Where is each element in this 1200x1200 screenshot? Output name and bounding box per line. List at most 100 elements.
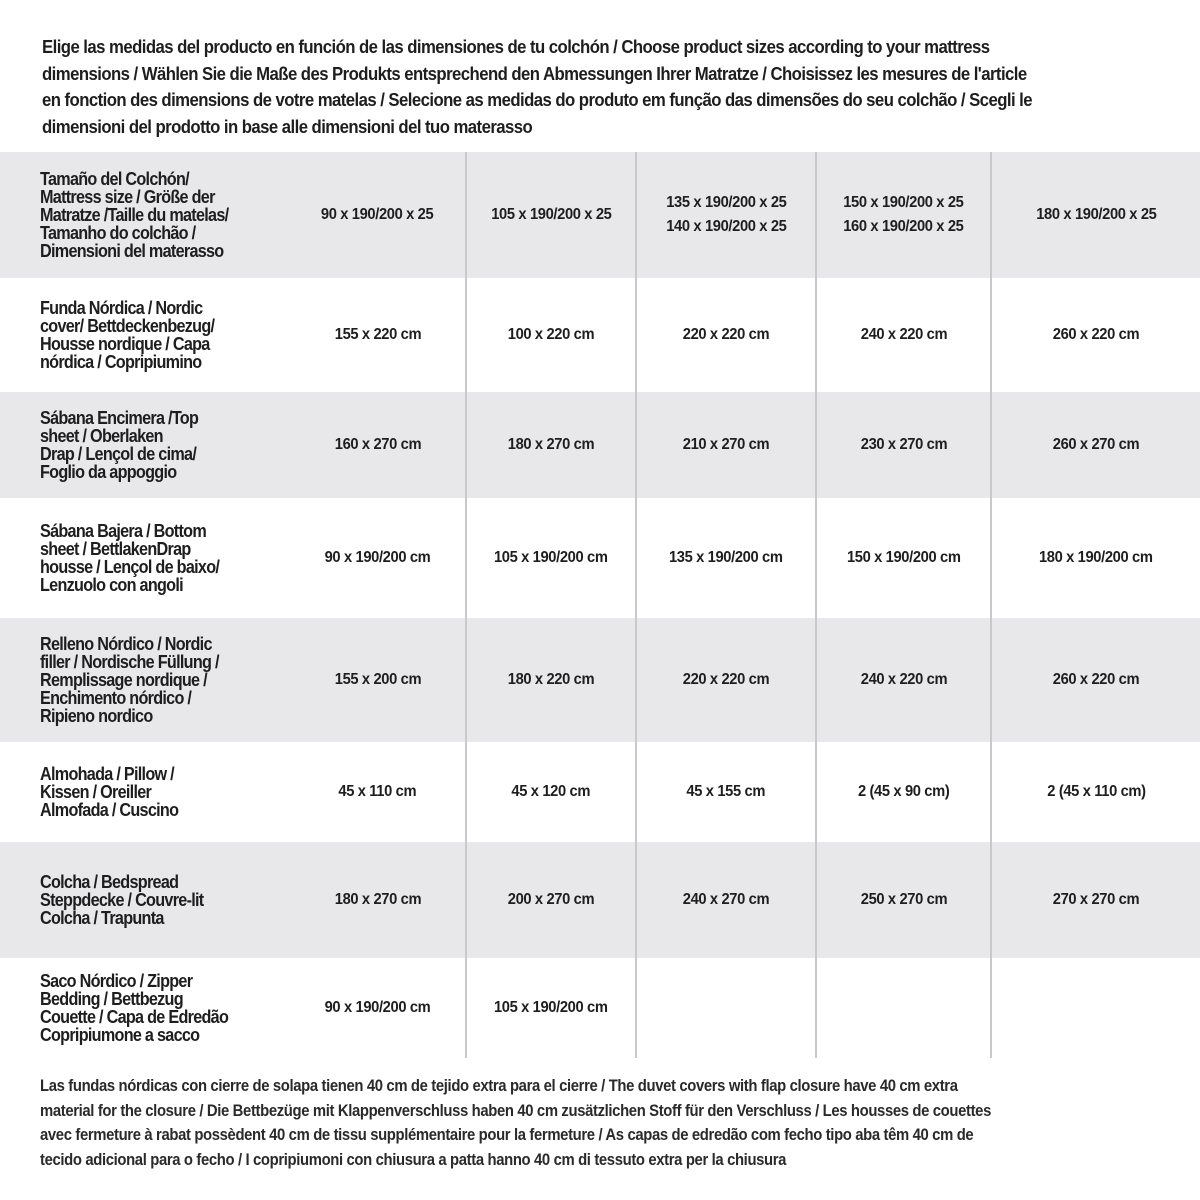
size-value: 2 (45 x 110 cm) bbox=[1046, 783, 1146, 800]
size-value: 155 x 220 cm bbox=[334, 326, 421, 343]
size-value: 260 x 220 cm bbox=[1052, 326, 1140, 343]
size-cell: 100 x 220 cm bbox=[465, 278, 636, 392]
size-cell: 260 x 220 cm bbox=[990, 618, 1200, 742]
size-value: 150 x 190/200 x 25 160 x 190/200 x 25 bbox=[843, 194, 964, 235]
table-row: Sábana Bajera / Bottom sheet / Bettlaken… bbox=[0, 498, 1200, 618]
size-value: 180 x 270 cm bbox=[334, 891, 421, 908]
size-cell: 250 x 270 cm bbox=[815, 842, 991, 958]
size-value: 135 x 190/200 cm bbox=[669, 549, 783, 566]
size-value: 210 x 270 cm bbox=[682, 436, 770, 453]
size-cell: 155 x 220 cm bbox=[290, 278, 466, 392]
size-value: 180 x 220 cm bbox=[507, 671, 595, 688]
row-label: Saco Nórdico / Zipper Bedding / Bettbezu… bbox=[0, 958, 290, 1058]
size-cell: 260 x 220 cm bbox=[990, 278, 1200, 392]
size-cell: 180 x 220 cm bbox=[465, 618, 636, 742]
size-value: 135 x 190/200 x 25 140 x 190/200 x 25 bbox=[665, 194, 787, 235]
size-cell: 260 x 270 cm bbox=[990, 392, 1200, 498]
row-label-text: Saco Nórdico / Zipper Bedding / Bettbezu… bbox=[40, 971, 229, 1045]
size-cell: 180 x 190/200 cm bbox=[990, 498, 1200, 618]
size-value: 260 x 220 cm bbox=[1052, 671, 1140, 688]
size-cell: 105 x 190/200 x 25 bbox=[465, 152, 636, 278]
row-label: Relleno Nórdico / Nordic filler / Nordis… bbox=[0, 618, 290, 742]
size-cell: 180 x 190/200 x 25 bbox=[990, 152, 1200, 278]
row-label-text: Relleno Nórdico / Nordic filler / Nordis… bbox=[40, 634, 219, 726]
size-cell: 230 x 270 cm bbox=[815, 392, 991, 498]
row-label: Tamaño del Colchón/ Mattress size / Größ… bbox=[0, 152, 290, 278]
table-row: Sábana Encimera /Top sheet / Oberlaken D… bbox=[0, 392, 1200, 498]
table-row: Saco Nórdico / Zipper Bedding / Bettbezu… bbox=[0, 958, 1200, 1058]
size-cell: 180 x 270 cm bbox=[465, 392, 636, 498]
intro-text: Elige las medidas del producto en funció… bbox=[42, 37, 1033, 137]
size-table: Tamaño del Colchón/ Mattress size / Größ… bbox=[0, 152, 1200, 1058]
size-cell bbox=[815, 958, 991, 1058]
size-value: 220 x 220 cm bbox=[682, 671, 770, 688]
size-cell: 90 x 190/200 cm bbox=[290, 498, 466, 618]
size-value: 240 x 220 cm bbox=[860, 671, 947, 688]
size-cell: 45 x 155 cm bbox=[635, 742, 816, 842]
size-cell: 210 x 270 cm bbox=[635, 392, 816, 498]
size-value: 160 x 270 cm bbox=[334, 436, 421, 453]
table-row: Funda Nórdica / Nordic cover/ Bettdecken… bbox=[0, 278, 1200, 392]
size-value: 100 x 220 cm bbox=[507, 326, 595, 343]
row-label: Funda Nórdica / Nordic cover/ Bettdecken… bbox=[0, 278, 290, 392]
table-row: Almohada / Pillow / Kissen / Oreiller Al… bbox=[0, 742, 1200, 842]
table-row: Colcha / Bedspread Steppdecke / Couvre-l… bbox=[0, 842, 1200, 958]
size-cell: 240 x 220 cm bbox=[815, 278, 991, 392]
row-label-text: Tamaño del Colchón/ Mattress size / Größ… bbox=[40, 169, 229, 261]
size-cell: 150 x 190/200 x 25 160 x 190/200 x 25 bbox=[815, 152, 991, 278]
size-cell bbox=[635, 958, 816, 1058]
row-label-text: Funda Nórdica / Nordic cover/ Bettdecken… bbox=[40, 298, 215, 372]
size-cell: 45 x 120 cm bbox=[465, 742, 636, 842]
row-label: Almohada / Pillow / Kissen / Oreiller Al… bbox=[0, 742, 290, 842]
row-label-text: Sábana Encimera /Top sheet / Oberlaken D… bbox=[40, 408, 199, 482]
size-cell: 160 x 270 cm bbox=[290, 392, 466, 498]
size-value: 155 x 200 cm bbox=[334, 671, 421, 688]
size-cell: 90 x 190/200 cm bbox=[290, 958, 466, 1058]
size-value: 105 x 190/200 x 25 bbox=[490, 206, 612, 223]
size-cell: 220 x 220 cm bbox=[635, 618, 816, 742]
size-cell bbox=[990, 958, 1200, 1058]
size-value: 180 x 190/200 cm bbox=[1039, 549, 1153, 566]
row-label-text: Sábana Bajera / Bottom sheet / Bettlaken… bbox=[40, 521, 220, 595]
size-cell: 2 (45 x 110 cm) bbox=[990, 742, 1200, 842]
size-value: 90 x 190/200 cm bbox=[324, 549, 431, 566]
size-cell: 180 x 270 cm bbox=[290, 842, 466, 958]
size-cell: 150 x 190/200 cm bbox=[815, 498, 991, 618]
size-cell: 200 x 270 cm bbox=[465, 842, 636, 958]
size-value: 270 x 270 cm bbox=[1052, 891, 1140, 908]
size-value: 180 x 190/200 x 25 bbox=[1035, 206, 1157, 223]
size-cell: 220 x 220 cm bbox=[635, 278, 816, 392]
size-cell: 240 x 270 cm bbox=[635, 842, 816, 958]
size-value: 240 x 270 cm bbox=[682, 891, 770, 908]
size-value: 90 x 190/200 x 25 bbox=[321, 206, 434, 223]
row-label: Colcha / Bedspread Steppdecke / Couvre-l… bbox=[0, 842, 290, 958]
size-value: 45 x 155 cm bbox=[686, 783, 766, 800]
size-value: 2 (45 x 90 cm) bbox=[857, 783, 950, 800]
size-cell: 105 x 190/200 cm bbox=[465, 958, 636, 1058]
size-value: 105 x 190/200 cm bbox=[494, 549, 608, 566]
size-value: 90 x 190/200 cm bbox=[324, 999, 431, 1016]
row-label: Sábana Encimera /Top sheet / Oberlaken D… bbox=[0, 392, 290, 498]
size-cell: 105 x 190/200 cm bbox=[465, 498, 636, 618]
row-label-text: Colcha / Bedspread Steppdecke / Couvre-l… bbox=[40, 872, 204, 928]
row-label: Sábana Bajera / Bottom sheet / Bettlaken… bbox=[0, 498, 290, 618]
size-value: 45 x 120 cm bbox=[511, 783, 591, 800]
table-row: Relleno Nórdico / Nordic filler / Nordis… bbox=[0, 618, 1200, 742]
size-value: 230 x 270 cm bbox=[860, 436, 947, 453]
footnote: Las fundas nórdicas con cierre de solapa… bbox=[40, 1077, 991, 1169]
size-cell: 45 x 110 cm bbox=[290, 742, 466, 842]
size-cell: 90 x 190/200 x 25 bbox=[290, 152, 466, 278]
size-value: 150 x 190/200 cm bbox=[846, 549, 961, 566]
size-value: 240 x 220 cm bbox=[860, 326, 947, 343]
size-value: 260 x 270 cm bbox=[1052, 436, 1140, 453]
size-value: 45 x 110 cm bbox=[338, 783, 417, 800]
size-cell: 155 x 200 cm bbox=[290, 618, 466, 742]
size-cell: 240 x 220 cm bbox=[815, 618, 991, 742]
size-value: 200 x 270 cm bbox=[507, 891, 595, 908]
size-cell: 135 x 190/200 x 25 140 x 190/200 x 25 bbox=[635, 152, 816, 278]
size-cell: 2 (45 x 90 cm) bbox=[815, 742, 991, 842]
row-label-text: Almohada / Pillow / Kissen / Oreiller Al… bbox=[40, 764, 179, 820]
size-value: 180 x 270 cm bbox=[507, 436, 595, 453]
size-value: 220 x 220 cm bbox=[682, 326, 770, 343]
size-cell: 270 x 270 cm bbox=[990, 842, 1200, 958]
